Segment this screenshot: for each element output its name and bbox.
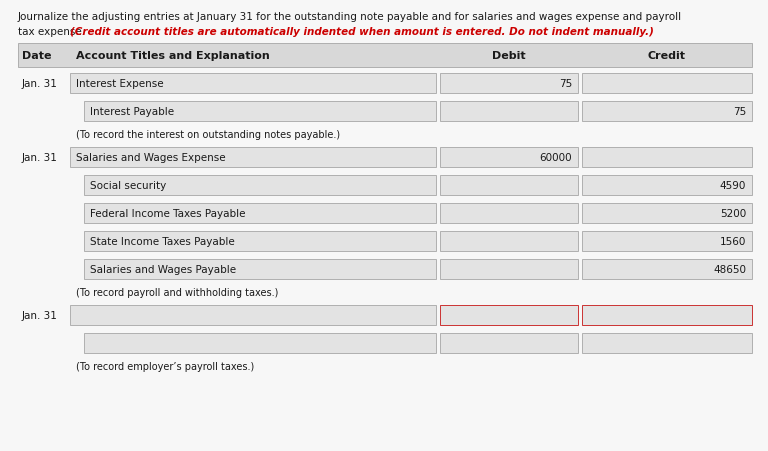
Text: (Credit account titles are automatically indented when amount is entered. Do not: (Credit account titles are automatically… <box>70 27 654 37</box>
Text: tax expense.: tax expense. <box>18 27 88 37</box>
Text: 75: 75 <box>733 107 746 117</box>
FancyBboxPatch shape <box>582 203 752 224</box>
FancyBboxPatch shape <box>84 231 436 252</box>
FancyBboxPatch shape <box>84 203 436 224</box>
Text: Jan. 31: Jan. 31 <box>22 152 58 163</box>
FancyBboxPatch shape <box>70 74 436 94</box>
FancyBboxPatch shape <box>84 333 436 353</box>
FancyBboxPatch shape <box>582 333 752 353</box>
FancyBboxPatch shape <box>582 74 752 94</box>
FancyBboxPatch shape <box>582 102 752 122</box>
FancyBboxPatch shape <box>440 175 578 196</box>
Text: 4590: 4590 <box>720 180 746 191</box>
FancyBboxPatch shape <box>582 231 752 252</box>
Text: Salaries and Wages Payable: Salaries and Wages Payable <box>90 264 236 274</box>
FancyBboxPatch shape <box>18 44 752 68</box>
FancyBboxPatch shape <box>440 203 578 224</box>
Text: Jan. 31: Jan. 31 <box>22 310 58 320</box>
FancyBboxPatch shape <box>582 305 752 325</box>
FancyBboxPatch shape <box>84 259 436 279</box>
Text: (To record the interest on outstanding notes payable.): (To record the interest on outstanding n… <box>76 130 340 140</box>
Text: Interest Payable: Interest Payable <box>90 107 174 117</box>
FancyBboxPatch shape <box>440 74 578 94</box>
FancyBboxPatch shape <box>84 102 436 122</box>
Text: (To record employer’s payroll taxes.): (To record employer’s payroll taxes.) <box>76 361 254 371</box>
FancyBboxPatch shape <box>582 175 752 196</box>
Text: Social security: Social security <box>90 180 166 191</box>
Text: Credit: Credit <box>648 51 686 61</box>
Text: 48650: 48650 <box>713 264 746 274</box>
FancyBboxPatch shape <box>582 259 752 279</box>
FancyBboxPatch shape <box>70 305 436 325</box>
Text: 5200: 5200 <box>720 208 746 219</box>
FancyBboxPatch shape <box>440 147 578 168</box>
Text: Date: Date <box>22 51 51 61</box>
FancyBboxPatch shape <box>84 175 436 196</box>
FancyBboxPatch shape <box>440 305 578 325</box>
Text: 75: 75 <box>559 79 572 89</box>
FancyBboxPatch shape <box>440 231 578 252</box>
Text: Interest Expense: Interest Expense <box>76 79 164 89</box>
Text: (To record payroll and withholding taxes.): (To record payroll and withholding taxes… <box>76 287 278 297</box>
Text: Federal Income Taxes Payable: Federal Income Taxes Payable <box>90 208 246 219</box>
Text: Debit: Debit <box>492 51 526 61</box>
FancyBboxPatch shape <box>440 102 578 122</box>
Text: Journalize the adjusting entries at January 31 for the outstanding note payable : Journalize the adjusting entries at Janu… <box>18 12 682 22</box>
FancyBboxPatch shape <box>440 333 578 353</box>
FancyBboxPatch shape <box>582 147 752 168</box>
Text: State Income Taxes Payable: State Income Taxes Payable <box>90 236 235 246</box>
Text: Salaries and Wages Expense: Salaries and Wages Expense <box>76 152 226 163</box>
Text: 1560: 1560 <box>720 236 746 246</box>
Text: Account Titles and Explanation: Account Titles and Explanation <box>76 51 270 61</box>
FancyBboxPatch shape <box>440 259 578 279</box>
Text: 60000: 60000 <box>539 152 572 163</box>
Text: Jan. 31: Jan. 31 <box>22 79 58 89</box>
FancyBboxPatch shape <box>70 147 436 168</box>
